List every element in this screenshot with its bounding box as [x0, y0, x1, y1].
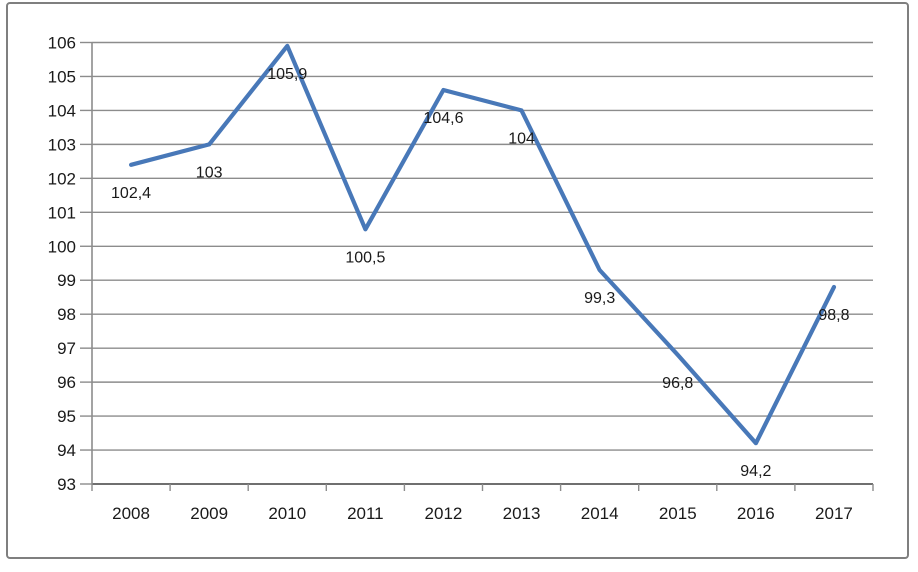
y-axis-tick-label: 98	[57, 305, 76, 324]
y-axis-tick-label: 105	[48, 67, 76, 86]
y-axis-tick-label: 94	[57, 441, 76, 460]
data-label: 98,8	[818, 307, 849, 324]
x-axis-category-label: 2011	[347, 504, 384, 523]
x-axis-category-label: 2014	[581, 504, 619, 523]
x-axis-category-label: 2016	[737, 504, 775, 523]
y-axis-tick-label: 103	[48, 135, 76, 154]
y-axis-tick-label: 106	[48, 34, 76, 53]
y-axis-tick-label: 97	[57, 339, 76, 358]
y-axis-tick-label: 101	[48, 203, 76, 222]
y-axis-tick-label: 95	[57, 407, 76, 426]
x-axis-category-label: 2017	[815, 504, 853, 523]
x-axis-category-label: 2008	[112, 504, 150, 523]
data-label: 103	[196, 164, 223, 181]
x-axis-category-label: 2015	[659, 504, 697, 523]
y-axis-tick-label: 102	[48, 169, 76, 188]
y-axis-tick-label: 93	[57, 475, 76, 494]
data-label: 104,6	[423, 110, 463, 127]
y-axis-tick-label: 104	[48, 101, 76, 120]
data-label: 105,9	[267, 66, 307, 83]
x-axis-category-label: 2013	[503, 504, 541, 523]
x-axis-category-label: 2010	[268, 504, 306, 523]
y-axis-tick-label: 96	[57, 373, 76, 392]
data-label: 100,5	[345, 249, 385, 266]
series-line	[129, 43, 837, 446]
data-label: 96,8	[662, 375, 693, 392]
x-axis-category-label: 2009	[190, 504, 228, 523]
x-axis-category-label: 2012	[425, 504, 463, 523]
y-axis-tick-label: 100	[48, 237, 76, 256]
y-axis-tick-label: 99	[57, 271, 76, 290]
data-label: 99,3	[584, 290, 615, 307]
data-label: 94,2	[740, 463, 771, 480]
data-label: 102,4	[111, 185, 151, 202]
data-label: 104	[508, 130, 535, 147]
